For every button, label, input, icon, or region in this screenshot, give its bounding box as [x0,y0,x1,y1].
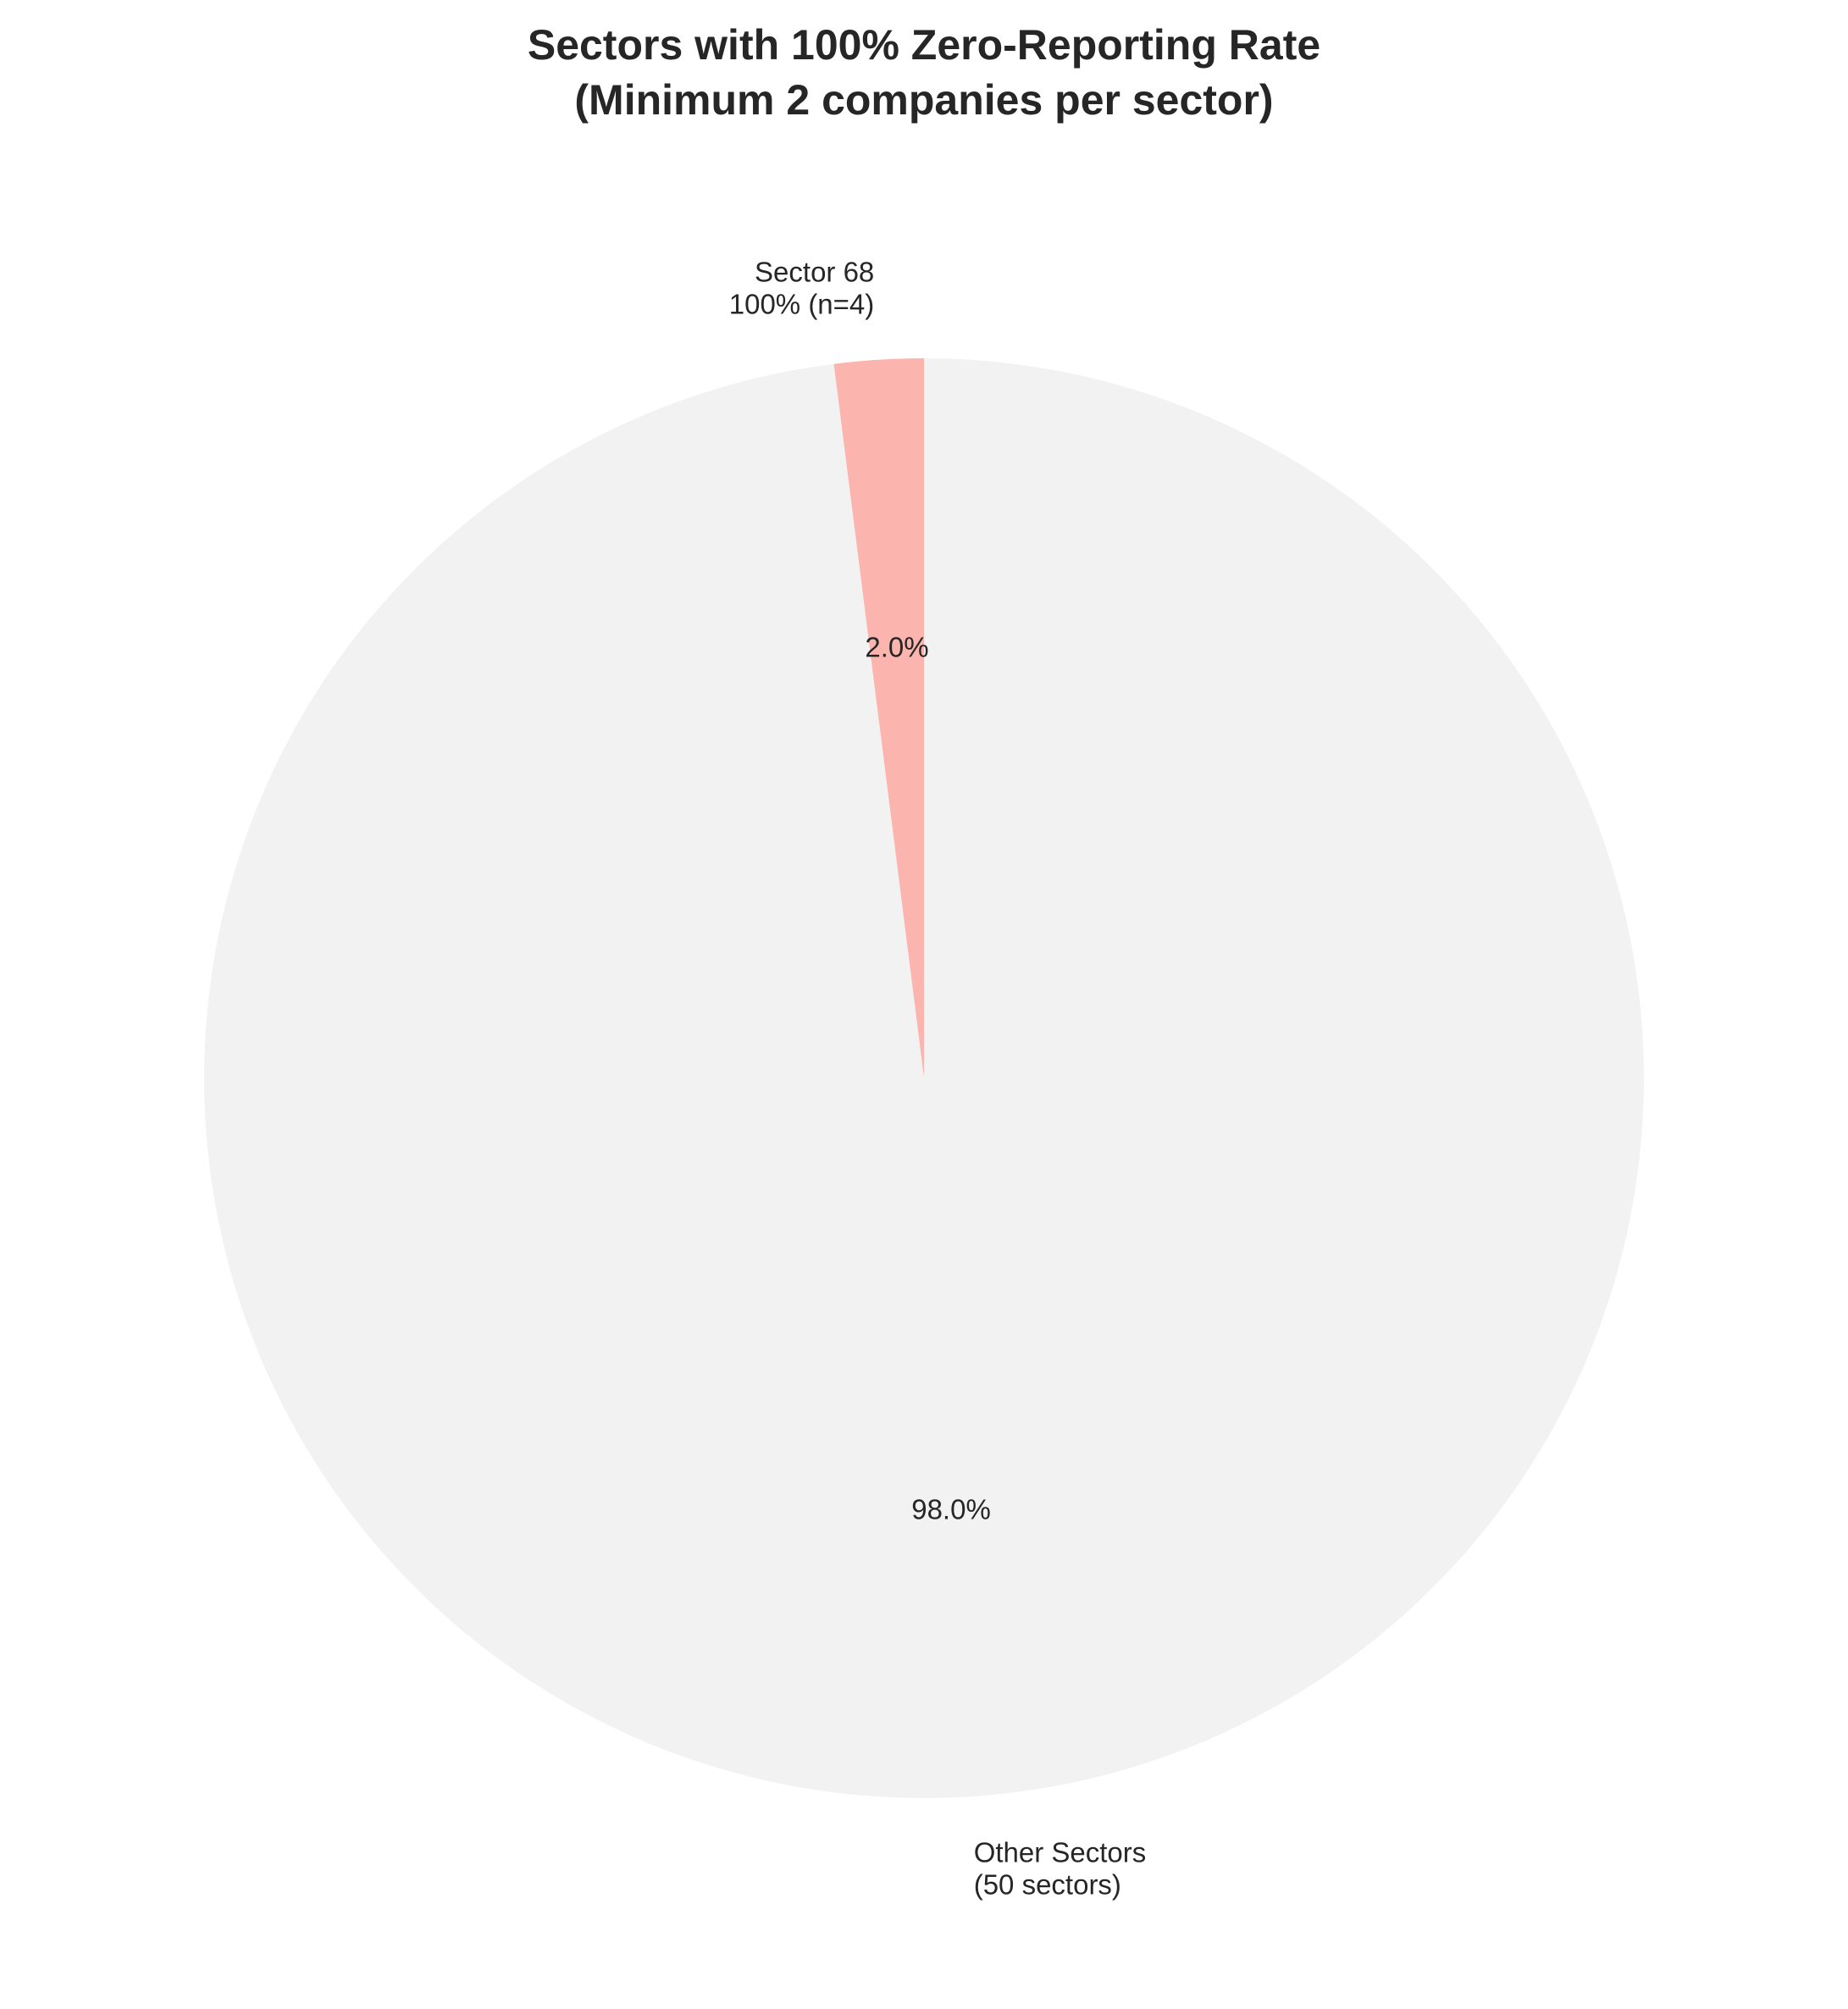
slice-label-sector-68-line-2: 100% (n=4) [729,288,875,319]
pct-label-other-sectors: 98.0% [911,1493,991,1525]
pie-slice-sector-68 [833,358,924,1078]
slice-label-other-sectors-line-1: Other Sectors [974,1837,1147,1868]
pie-slices [203,358,1645,1798]
pct-label-sector-68: 2.0% [865,632,928,663]
chart-title-line-2: (Minimum 2 companies per sector) [574,76,1273,124]
chart-title-line-1: Sectors with 100% Zero-Reporting Rate [528,21,1320,69]
slice-label-other-sectors-line-2: (50 sectors) [974,1869,1121,1901]
slice-label-sector-68-line-1: Sector 68 [755,256,874,287]
pie-slice-other-sectors [203,358,1645,1798]
